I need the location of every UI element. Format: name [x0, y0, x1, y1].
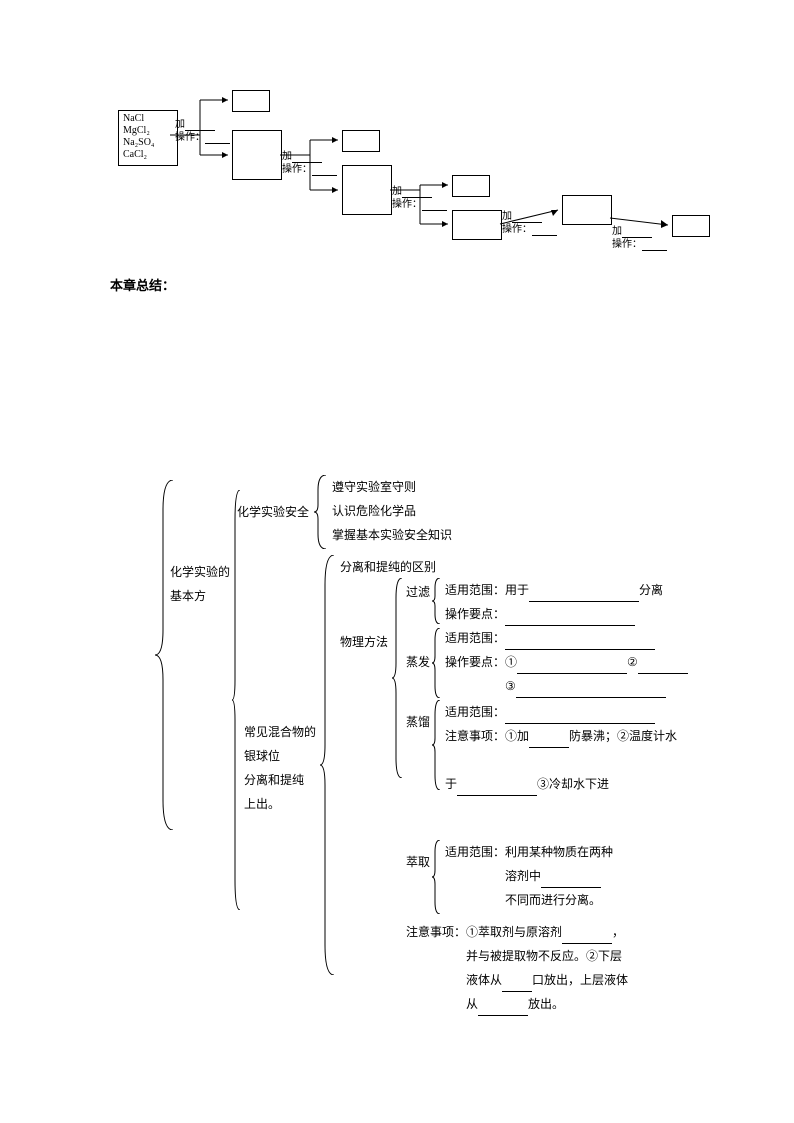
brace-filter — [432, 578, 442, 624]
physical-label: 物理方法 — [340, 630, 388, 654]
ex-scope3: 不同而进行分离。 — [445, 888, 613, 912]
en3p: 液体从 — [466, 973, 502, 987]
ex-note2: 并与被提取物不反应。②下层 — [406, 944, 628, 968]
extract-content: 适用范围：利用某种物质在两种 溶剂中 不同而进行分离。 — [445, 840, 613, 912]
en4s: 放出。 — [528, 997, 564, 1011]
ds: 适用范围： — [445, 705, 505, 719]
extract-label: 萃取 — [406, 850, 430, 874]
brace-physical — [392, 578, 404, 778]
ex-scope: 适用范围：利用某种物质在两种 — [445, 840, 613, 864]
en3m: 口放出，上层液体 — [532, 973, 628, 987]
b-label-1: 银球位 — [244, 744, 316, 768]
distill-note1: 注意事项：①加 防暴沸；②温度计水 — [445, 724, 677, 748]
dn2p: 于 — [445, 777, 457, 791]
evap-label: 蒸发 — [406, 650, 430, 674]
brace-a — [314, 475, 328, 549]
brace-evap — [432, 628, 442, 698]
ex-note3: 液体从 口放出，上层液体 — [406, 968, 628, 992]
brace-distill — [432, 700, 442, 790]
branch-b-label: 常见混合物的 银球位 分离和提纯 上出。 — [244, 720, 316, 816]
ex2p: 溶剂中 — [505, 869, 541, 883]
sub1: 分离和提纯的区别 — [340, 555, 436, 579]
distill-label: 蒸馏 — [406, 710, 430, 734]
brace-extract — [432, 840, 442, 914]
eo1: 操作要点：① — [445, 655, 517, 669]
distill-scope: 适用范围： — [445, 700, 677, 724]
extract-notes: 注意事项：①萃取剂与原溶剂 ， 并与被提取物不反应。②下层 液体从 口放出，上层液体… — [406, 920, 628, 1016]
dn2s: ③冷却水下进 — [537, 777, 609, 791]
filter-op: 操作要点： — [445, 602, 663, 626]
filter-content: 适用范围：用于 分离 操作要点： — [445, 578, 663, 626]
b-label-3: 上出。 — [244, 792, 316, 816]
eo3: ③ — [505, 679, 516, 693]
flow-arrows — [0, 0, 794, 260]
distill-note2: 于 ③冷却水下进 — [445, 772, 677, 796]
branch-a-items: 遵守实验室守则 认识危险化学品 掌握基本实验安全知识 — [332, 475, 452, 547]
branch-a-label: 化学实验安全 — [237, 500, 309, 524]
ex-scope2: 溶剂中 — [445, 864, 613, 888]
es: 适用范围： — [445, 631, 505, 645]
distill-content: 适用范围： 注意事项：①加 防暴沸；②温度计水 于 ③冷却水下进 — [445, 700, 677, 796]
eo2: ② — [627, 655, 638, 669]
ex-note4: 从 放出。 — [406, 992, 628, 1016]
dn1b: 防暴沸；②温度计水 — [569, 729, 677, 743]
root-line-1: 化学实验的 — [170, 560, 230, 584]
root-label: 化学实验的 基本方 — [170, 560, 230, 608]
dn1: 注意事项：①加 — [445, 729, 529, 743]
fs-suf: 分离 — [639, 583, 663, 597]
en1: 注意事项：①萃取剂与原溶剂 — [406, 925, 562, 939]
filter-label: 过滤 — [406, 580, 430, 604]
en1s: ， — [612, 925, 624, 939]
fs-pre: 适用范围：用于 — [445, 583, 529, 597]
brace-root-inner — [232, 490, 242, 910]
evap-content: 适用范围： 操作要点：① ② ③ — [445, 626, 688, 698]
ex-note1: 注意事项：①萃取剂与原溶剂 ， — [406, 920, 628, 944]
brace-root — [155, 480, 175, 830]
evap-scope: 适用范围： — [445, 626, 688, 650]
b-label-0: 常见混合物的 — [244, 720, 316, 744]
item-a-2: 掌握基本实验安全知识 — [332, 523, 452, 547]
evap-op3: ③ — [445, 674, 688, 698]
root-line-2: 基本方 — [170, 584, 230, 608]
fo: 操作要点： — [445, 607, 505, 621]
brace-b — [320, 555, 336, 975]
b-label-2: 分离和提纯 — [244, 768, 316, 792]
en4p: 从 — [466, 997, 478, 1011]
summary-heading: 本章总结： — [110, 275, 175, 294]
item-a-0: 遵守实验室守则 — [332, 475, 452, 499]
item-a-1: 认识危险化学品 — [332, 499, 452, 523]
filter-scope: 适用范围：用于 分离 — [445, 578, 663, 602]
evap-op1: 操作要点：① ② — [445, 650, 688, 674]
